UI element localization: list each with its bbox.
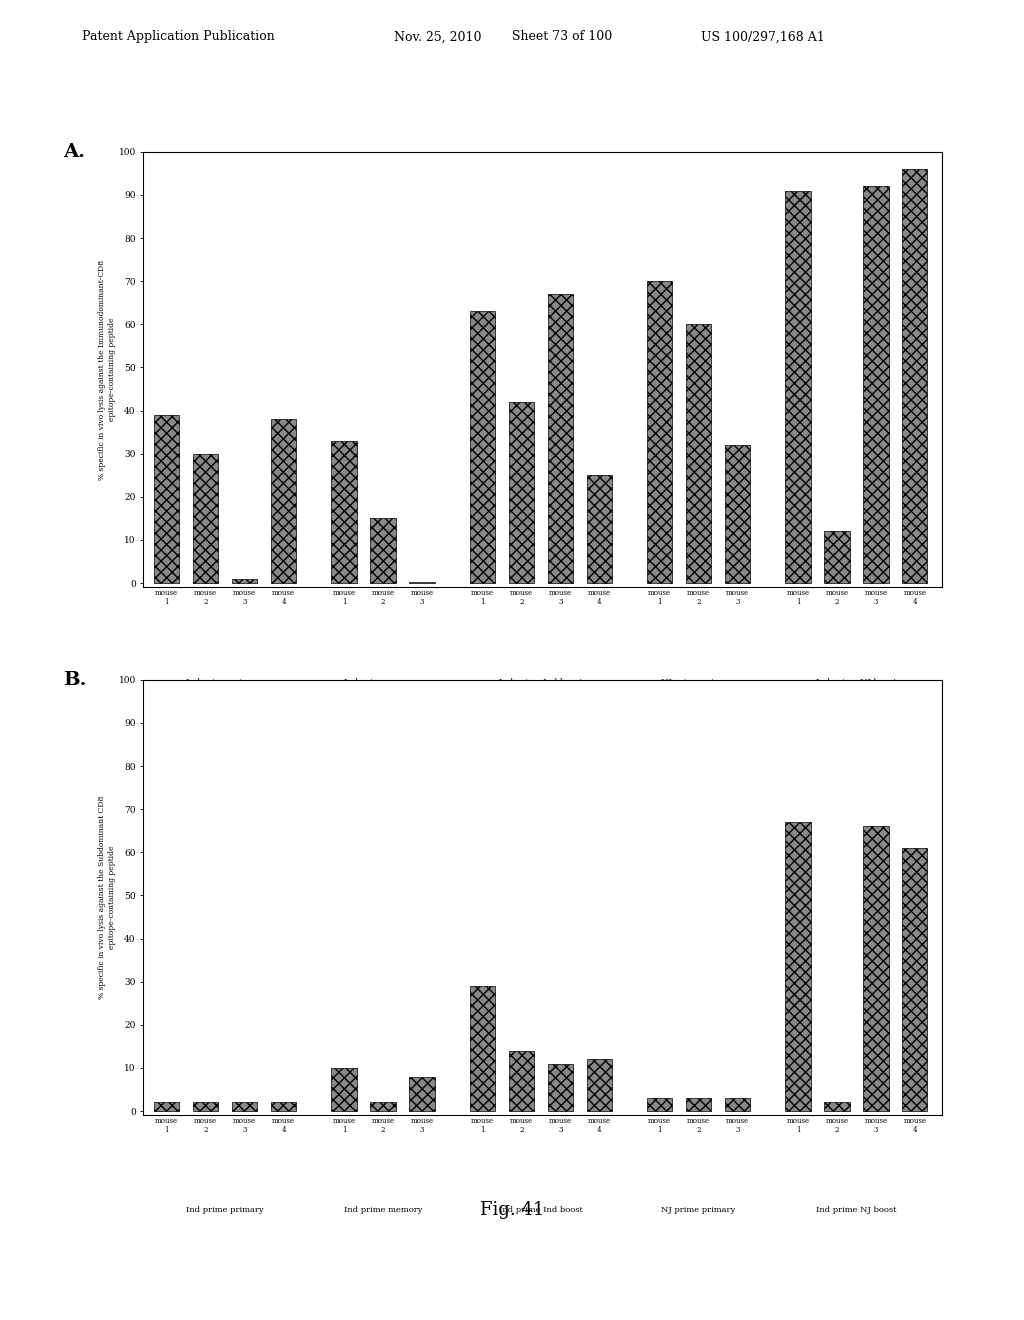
Text: A.: A. xyxy=(63,143,85,161)
Text: Ind prime primary: Ind prime primary xyxy=(186,678,264,686)
Bar xyxy=(587,475,612,583)
Text: Ind prime Ind boost: Ind prime Ind boost xyxy=(499,1206,583,1214)
Bar xyxy=(686,1098,712,1111)
Text: Patent Application Publication: Patent Application Publication xyxy=(82,30,274,44)
Text: Ind prime NJ boost: Ind prime NJ boost xyxy=(816,678,897,686)
Bar xyxy=(686,325,712,583)
Text: Ind prime memory: Ind prime memory xyxy=(344,678,422,686)
Bar xyxy=(371,519,395,583)
Bar xyxy=(902,847,928,1111)
Bar xyxy=(647,1098,673,1111)
Text: Ind prime primary: Ind prime primary xyxy=(186,1206,264,1214)
Bar xyxy=(824,1102,850,1111)
Bar xyxy=(863,186,889,583)
Bar xyxy=(587,1060,612,1111)
Text: Fig. 41: Fig. 41 xyxy=(480,1201,544,1220)
Bar xyxy=(470,312,495,583)
Bar xyxy=(232,578,257,583)
Bar xyxy=(509,1051,534,1111)
Bar xyxy=(548,294,572,583)
Text: B.: B. xyxy=(63,671,87,689)
Text: US 100/297,168 A1: US 100/297,168 A1 xyxy=(701,30,825,44)
Bar xyxy=(410,1077,434,1111)
Bar xyxy=(154,414,179,583)
Bar xyxy=(470,986,495,1111)
Text: Ind prime memory: Ind prime memory xyxy=(344,1206,422,1214)
Text: Ind prime NJ boost: Ind prime NJ boost xyxy=(816,1206,897,1214)
Bar xyxy=(725,1098,751,1111)
Bar xyxy=(824,532,850,583)
Text: Nov. 25, 2010: Nov. 25, 2010 xyxy=(394,30,481,44)
Bar xyxy=(232,1102,257,1111)
Bar xyxy=(548,1064,572,1111)
Bar xyxy=(371,1102,395,1111)
Bar xyxy=(194,454,218,583)
Bar xyxy=(271,420,296,583)
Bar xyxy=(725,445,751,583)
Bar xyxy=(785,190,811,583)
Text: Ind prime Ind boost: Ind prime Ind boost xyxy=(499,678,583,686)
Bar xyxy=(647,281,673,583)
Bar xyxy=(332,1068,356,1111)
Bar xyxy=(194,1102,218,1111)
Bar xyxy=(785,822,811,1111)
Bar xyxy=(863,826,889,1111)
Y-axis label: % specific in vivo lysis against the Subdominant CD8
epitope-containing peptide: % specific in vivo lysis against the Sub… xyxy=(98,796,116,999)
Text: Sheet 73 of 100: Sheet 73 of 100 xyxy=(512,30,612,44)
Text: NJ prime primary: NJ prime primary xyxy=(662,1206,735,1214)
Y-axis label: % specific in vivo lysis against the Immunodominant-CD8
epitope-containing pepti: % specific in vivo lysis against the Imm… xyxy=(98,260,116,479)
Bar xyxy=(271,1102,296,1111)
Bar xyxy=(154,1102,179,1111)
Bar xyxy=(509,403,534,583)
Bar xyxy=(902,169,928,583)
Text: NJ prime primary.: NJ prime primary. xyxy=(660,678,736,686)
Bar xyxy=(332,441,356,583)
